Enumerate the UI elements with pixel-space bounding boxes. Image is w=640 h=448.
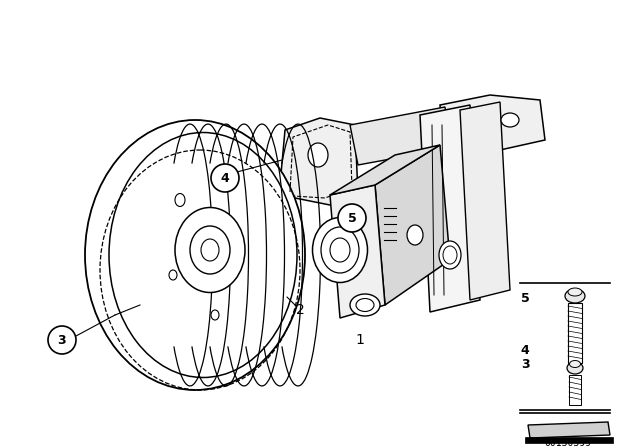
Ellipse shape <box>85 120 305 390</box>
Ellipse shape <box>308 143 328 167</box>
Polygon shape <box>420 105 480 312</box>
Ellipse shape <box>175 194 185 207</box>
Text: 00130399: 00130399 <box>545 438 591 448</box>
Text: 1: 1 <box>356 333 364 347</box>
Polygon shape <box>330 185 385 318</box>
Polygon shape <box>375 145 450 305</box>
Text: 5: 5 <box>520 292 529 305</box>
Ellipse shape <box>407 225 423 245</box>
Bar <box>569 375 581 405</box>
Ellipse shape <box>190 226 230 274</box>
Ellipse shape <box>439 241 461 269</box>
Ellipse shape <box>567 362 583 374</box>
Circle shape <box>48 326 76 354</box>
Ellipse shape <box>312 217 367 283</box>
Text: 3: 3 <box>521 358 529 371</box>
Ellipse shape <box>565 289 585 303</box>
Ellipse shape <box>350 294 380 316</box>
Ellipse shape <box>175 207 245 293</box>
Ellipse shape <box>443 246 457 264</box>
Polygon shape <box>350 107 450 165</box>
Bar <box>568 303 582 363</box>
Ellipse shape <box>201 239 219 261</box>
Ellipse shape <box>568 288 582 296</box>
Bar <box>525 437 613 443</box>
Text: 4: 4 <box>221 172 229 185</box>
Text: 4: 4 <box>520 344 529 357</box>
Ellipse shape <box>501 113 519 127</box>
Ellipse shape <box>169 270 177 280</box>
Polygon shape <box>528 422 610 438</box>
Text: 3: 3 <box>58 333 67 346</box>
Ellipse shape <box>330 238 350 262</box>
Ellipse shape <box>356 298 374 311</box>
Text: 2: 2 <box>296 303 305 317</box>
Text: 5: 5 <box>348 211 356 224</box>
Polygon shape <box>460 102 510 300</box>
Polygon shape <box>330 145 440 195</box>
Circle shape <box>211 164 239 192</box>
Ellipse shape <box>570 361 580 367</box>
Ellipse shape <box>211 310 219 320</box>
Polygon shape <box>440 95 545 150</box>
Polygon shape <box>280 118 358 205</box>
Ellipse shape <box>321 227 359 273</box>
Circle shape <box>338 204 366 232</box>
